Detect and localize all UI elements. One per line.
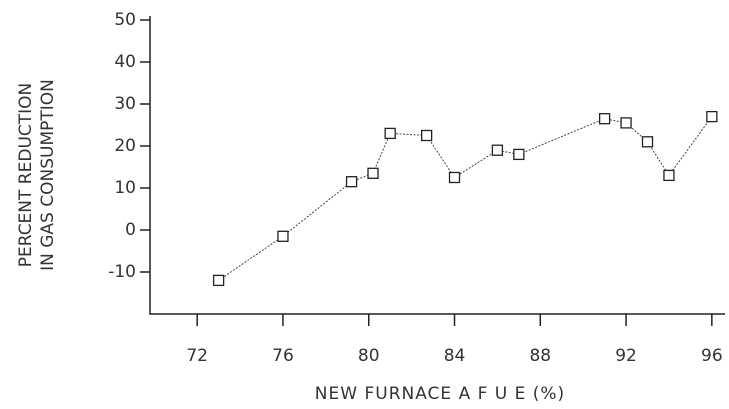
- data-point: [663, 169, 675, 182]
- data-point: [420, 129, 433, 142]
- data-point: [598, 113, 611, 125]
- data-point: [384, 127, 396, 140]
- data-point: [491, 144, 504, 156]
- y-tick-label: 40: [114, 52, 136, 72]
- y-tick-label: 30: [114, 94, 136, 114]
- data-line: [218, 116, 713, 281]
- data-point: [706, 110, 718, 123]
- data-point: [513, 148, 525, 161]
- data-point: [641, 136, 654, 148]
- x-tick-label: 88: [529, 346, 551, 366]
- y-tick-label: 20: [114, 136, 136, 156]
- data-point: [620, 117, 632, 129]
- x-tick-label: 80: [358, 346, 380, 366]
- y-axis-label: IN GAS CONSUMPTION: [38, 79, 58, 271]
- x-axis-label: NEW FURNACE A F U E (%): [315, 384, 565, 404]
- data-point: [367, 167, 379, 179]
- y-tick-label: 10: [114, 178, 136, 198]
- data-point: [212, 274, 225, 287]
- x-tick-label: 92: [615, 346, 637, 366]
- y-axis-label: PERCENT REDUCTION: [16, 83, 36, 268]
- y-tick-label: -10: [108, 262, 136, 282]
- data-point: [277, 230, 289, 242]
- x-tick-label: 84: [444, 346, 466, 366]
- x-tick-label: 72: [186, 346, 208, 366]
- y-tick-label: 50: [114, 10, 136, 30]
- x-tick-label: 96: [701, 346, 723, 366]
- x-tick-label: 76: [272, 346, 294, 366]
- data-point: [345, 176, 358, 188]
- data-point: [448, 171, 461, 184]
- y-tick-label: 0: [125, 220, 136, 240]
- axes: [149, 16, 725, 315]
